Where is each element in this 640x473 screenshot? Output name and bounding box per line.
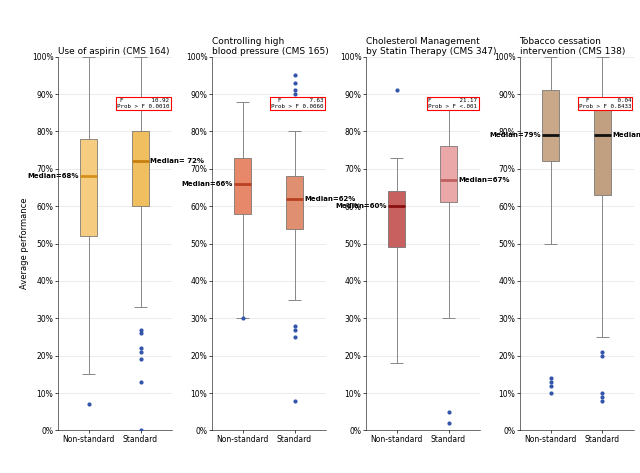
Text: F        21.17
Prob > F <.001: F 21.17 Prob > F <.001 (428, 98, 477, 109)
Bar (81, 139, 97, 236)
Text: F        7.63
Prob > F 0.0060: F 7.63 Prob > F 0.0060 (271, 98, 323, 109)
Bar (542, 90, 559, 161)
Text: Median=62%: Median=62% (305, 196, 356, 202)
Text: F        10.92
Prob > F 0.0010: F 10.92 Prob > F 0.0010 (117, 98, 170, 109)
Text: F        0.04
Prob > F 0.8433: F 0.04 Prob > F 0.8433 (579, 98, 631, 109)
Text: Controlling high
blood pressure (CMS 165): Controlling high blood pressure (CMS 165… (212, 36, 328, 56)
Y-axis label: Average performance: Average performance (20, 198, 29, 289)
Bar (234, 158, 251, 214)
Text: Median=68%: Median=68% (28, 173, 79, 179)
Text: Median= 72%: Median= 72% (150, 158, 204, 165)
Text: Tobacco cessation
intervention (CMS 138): Tobacco cessation intervention (CMS 138) (520, 36, 625, 56)
Text: Median=60%: Median=60% (335, 203, 387, 209)
Bar (388, 191, 405, 247)
Bar (440, 147, 457, 202)
Text: Median=79%: Median=79% (612, 132, 640, 138)
Text: Median=66%: Median=66% (182, 181, 233, 187)
Bar (132, 131, 149, 206)
Text: Median=79%: Median=79% (489, 132, 541, 138)
Text: Median=67%: Median=67% (458, 177, 510, 183)
Bar (286, 176, 303, 228)
Text: Use of aspirin (CMS 164): Use of aspirin (CMS 164) (58, 47, 169, 56)
Text: Cholesterol Management
by Statin Therapy (CMS 347): Cholesterol Management by Statin Therapy… (365, 36, 496, 56)
Bar (594, 105, 611, 195)
